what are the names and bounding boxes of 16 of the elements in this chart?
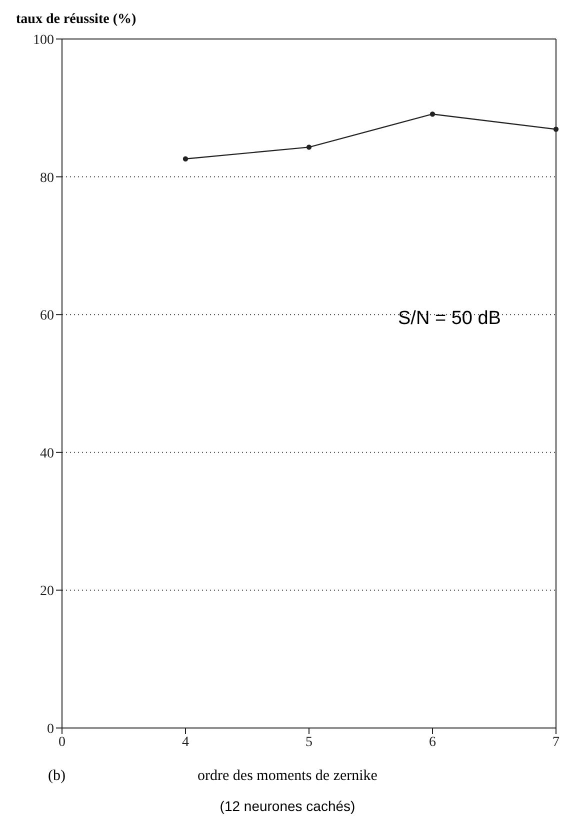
y-tick-label: 40 bbox=[40, 446, 54, 462]
x-tick-label: 0 bbox=[58, 734, 66, 750]
annotation: S/N = 50 dB bbox=[398, 308, 501, 330]
text: (12 neurones cachés) bbox=[218, 798, 356, 814]
y-tick-label: 60 bbox=[40, 308, 54, 324]
x-tick-label: 4 bbox=[182, 734, 189, 750]
y-axis-title: taux de réussite (%) bbox=[16, 12, 136, 28]
y-tick-label: 0 bbox=[47, 722, 54, 737]
x-tick-label: 5 bbox=[306, 734, 312, 750]
y-tick-label: 20 bbox=[40, 584, 54, 600]
x-axis-title: ordre des moments de zernike bbox=[198, 768, 378, 784]
x-tick-label: 7 bbox=[552, 734, 560, 750]
y-tick-label: 100 bbox=[33, 32, 54, 48]
text: (b) bbox=[48, 768, 66, 785]
x-tick-label: 6 bbox=[429, 734, 436, 750]
y-tick-label: 80 bbox=[40, 170, 54, 186]
